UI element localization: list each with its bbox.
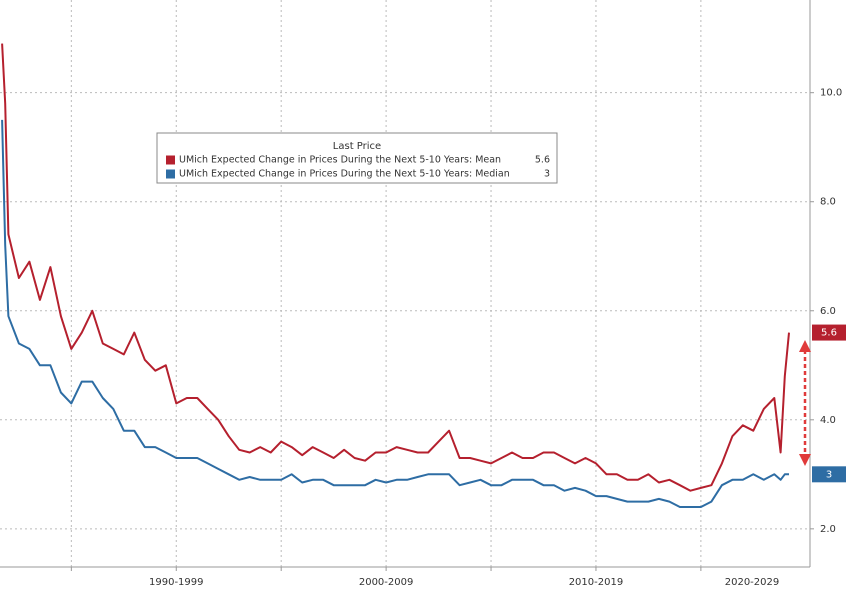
x-tick-label: 2010-2019: [569, 577, 624, 588]
grid: [0, 0, 810, 567]
y-tick-label: 6.0: [820, 306, 836, 317]
x-tick-label: 2020-2029: [725, 577, 780, 588]
series-line: [1, 43, 790, 492]
legend-value: 5.6: [535, 155, 550, 166]
range-arrow: [799, 340, 811, 466]
last-value-box: [812, 466, 846, 483]
legend-value: 3: [544, 169, 550, 180]
y-tick-label: 2.0: [820, 524, 836, 535]
arrow-head: [799, 454, 811, 466]
y-tick-label: 8.0: [820, 197, 836, 208]
y-tick-label: 4.0: [820, 415, 836, 426]
series-line: [1, 119, 789, 508]
legend-swatch: [166, 169, 175, 179]
legend-label: UMich Expected Change in Prices During t…: [179, 155, 501, 166]
lines: [1, 43, 790, 508]
legend-swatch: [166, 155, 175, 165]
legend-title: Last Price: [333, 141, 381, 152]
last-value-box: [812, 324, 846, 341]
arrow-head: [799, 340, 811, 352]
last-value-label: 3: [826, 469, 832, 480]
legend: Last Price UMich Expected Change in Pric…: [156, 132, 558, 184]
x-tick-label: 1990-1999: [149, 577, 204, 588]
legend-label: UMich Expected Change in Prices During t…: [179, 169, 510, 180]
legend-box: [156, 132, 558, 184]
y-tick-label: 10.0: [820, 88, 842, 99]
last-value-label: 5.6: [821, 328, 837, 339]
x-tick-label: 2000-2009: [359, 577, 414, 588]
